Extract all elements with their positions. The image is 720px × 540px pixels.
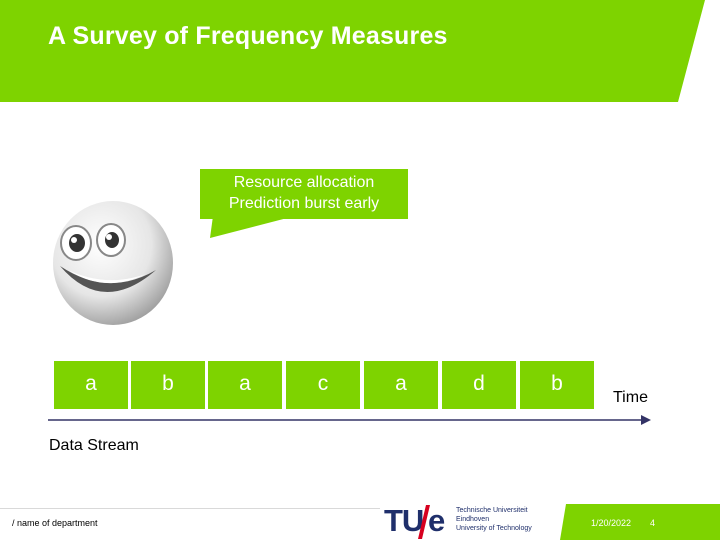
logo-line-2: Eindhoven <box>456 516 490 523</box>
title-banner-shape <box>0 0 705 102</box>
time-label: Time <box>613 389 648 406</box>
logo-line-3: University of Technology <box>456 525 532 532</box>
speech-bubble: Resource allocation Prediction burst ear… <box>200 169 408 219</box>
bubble-line-1: Resource allocation <box>233 174 375 191</box>
footer-green-band <box>560 504 720 540</box>
tue-logo: TU e Technische Universiteit Eindhoven U… <box>380 503 560 540</box>
logo-e: e <box>428 503 446 538</box>
stream-cell: a <box>364 361 438 409</box>
arrow-right-icon <box>48 415 651 425</box>
speech-bubble-tail <box>210 216 295 238</box>
stream-cell: b <box>131 361 205 409</box>
stream-cell: d <box>442 361 516 409</box>
slide-date: 1/20/2022 <box>591 518 632 528</box>
title-banner: A Survey of Frequency Measures <box>0 0 720 102</box>
slide-title: A Survey of Frequency Measures <box>48 22 448 50</box>
stream-cell: c <box>286 361 360 409</box>
data-stream-label: Data Stream <box>49 437 139 454</box>
logo-text: Technische Universiteit Eindhoven Univer… <box>456 506 532 533</box>
stream-cell: b <box>520 361 594 409</box>
smiley-face-icon <box>53 201 173 325</box>
logo-line-1: Technische Universiteit <box>456 507 528 514</box>
logo-slash-icon <box>418 505 430 539</box>
bubble-line-2: Prediction burst early <box>228 195 380 212</box>
department-name: / name of department <box>12 518 98 528</box>
logo-tu: TU <box>384 503 424 538</box>
stream-cell: a <box>208 361 282 409</box>
footer-divider <box>0 508 380 509</box>
page-number: 4 <box>650 518 656 528</box>
stream-cell: a <box>54 361 128 409</box>
